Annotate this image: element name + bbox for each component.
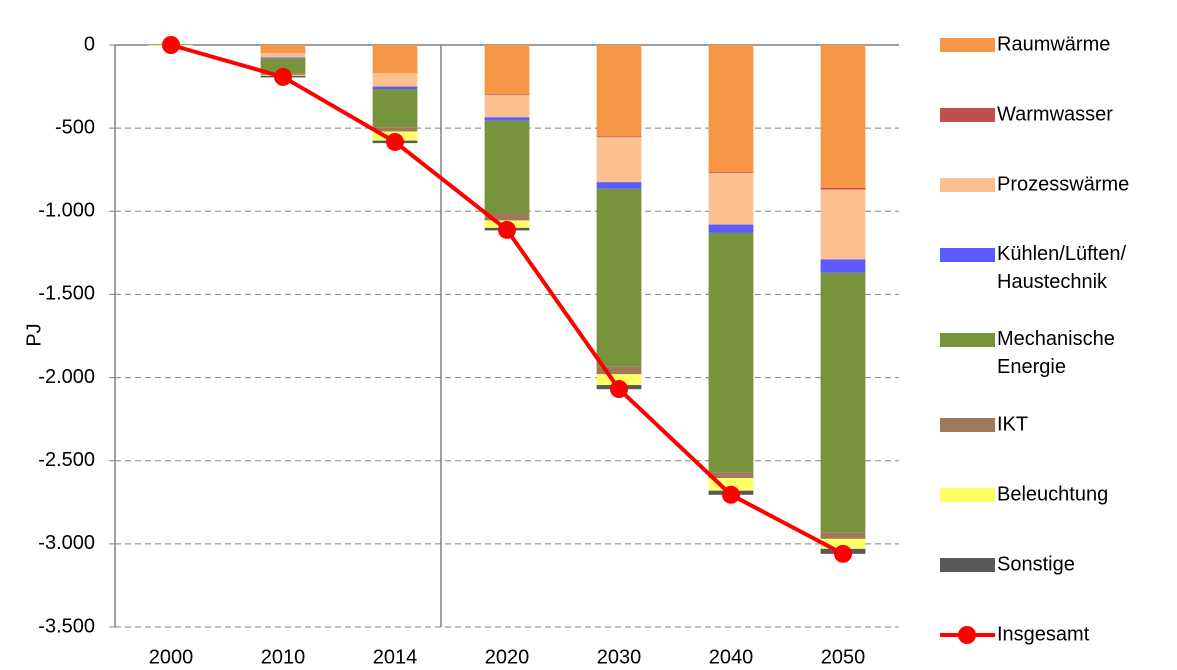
bar-segment	[708, 478, 754, 491]
bar-segment	[708, 224, 754, 233]
bar-segment	[372, 73, 418, 87]
bar-segment	[820, 259, 866, 273]
total-marker	[610, 380, 628, 399]
bar-segment	[484, 94, 530, 118]
legend-swatch	[940, 248, 995, 262]
y-tick-label: -3.500	[38, 615, 95, 637]
y-tick-label: -1.000	[38, 200, 95, 222]
x-tick-label: 2030	[597, 646, 642, 668]
x-tick-label: 2014	[373, 646, 418, 668]
bar-segment	[708, 173, 754, 225]
total-marker	[834, 544, 852, 563]
bar-segment	[820, 188, 866, 190]
bar-segment	[260, 57, 306, 59]
total-marker	[386, 132, 404, 151]
bar-segment	[596, 136, 642, 138]
legend-marker	[958, 626, 976, 644]
bar-segment	[820, 272, 866, 533]
total-marker	[722, 485, 740, 504]
bar-segment	[596, 188, 642, 367]
bar-segment	[372, 127, 418, 132]
bar-segment	[820, 532, 866, 539]
bar-segment	[708, 472, 754, 479]
total-marker	[498, 220, 516, 239]
bar-segment	[484, 94, 530, 95]
legend-label: Beleuchtung	[997, 483, 1108, 505]
x-tick-label: 2010	[261, 646, 306, 668]
x-tick-label: 2040	[709, 646, 754, 668]
x-tick-label: 2020	[485, 646, 530, 668]
legend-swatch	[940, 558, 995, 572]
y-axis-label: PJ	[23, 323, 45, 346]
bar-segment	[708, 232, 754, 473]
y-tick-label: -500	[55, 116, 95, 138]
legend-label: Mechanische Energie	[997, 328, 1115, 378]
y-tick-label: 0	[84, 33, 95, 55]
bar-segment	[596, 182, 642, 189]
bar-segment	[372, 89, 418, 128]
y-tick-label: -1.500	[38, 283, 95, 305]
bar-segment	[596, 45, 642, 137]
bar-segment	[820, 45, 866, 189]
bar-segment	[260, 45, 306, 54]
bar-segment	[820, 538, 866, 549]
bar-segment	[484, 120, 530, 213]
y-tick-label: -3.000	[38, 532, 95, 554]
bar-segment	[260, 58, 306, 74]
bar-segment	[372, 45, 418, 74]
y-tick-label: -2.000	[38, 366, 95, 388]
bar-segment	[820, 189, 866, 260]
legend-label: Raumwärme	[997, 33, 1110, 55]
x-tick-label: 2000	[149, 646, 194, 668]
x-tick-label: 2050	[821, 646, 866, 668]
legend-label: Sonstige	[997, 553, 1075, 575]
bar-segment	[596, 366, 642, 375]
total-marker	[162, 36, 180, 54]
bar-segment	[484, 117, 530, 121]
bar-segment	[484, 45, 530, 95]
legend-swatch	[940, 38, 995, 52]
bar-segment	[484, 212, 530, 221]
legend-label: Insgesamt	[997, 623, 1090, 645]
legend-label: Prozesswärme	[997, 173, 1129, 195]
legend-swatch	[940, 178, 995, 192]
bar-segment	[260, 53, 306, 58]
legend-label: Warmwasser	[997, 103, 1113, 125]
legend-swatch	[940, 418, 995, 432]
legend-swatch	[940, 488, 995, 502]
legend-swatch	[940, 108, 995, 122]
legend-label: IKT	[997, 413, 1028, 435]
bar-segment	[708, 45, 754, 173]
legend-swatch	[940, 333, 995, 347]
total-marker	[274, 67, 292, 86]
bar-segment	[372, 86, 418, 90]
bar-segment	[596, 374, 642, 386]
bar-segment	[596, 137, 642, 183]
y-tick-label: -2.500	[38, 449, 95, 471]
legend-label: Kühlen/Lüften/Haustechnik	[997, 243, 1126, 293]
bar-segment	[708, 172, 754, 174]
